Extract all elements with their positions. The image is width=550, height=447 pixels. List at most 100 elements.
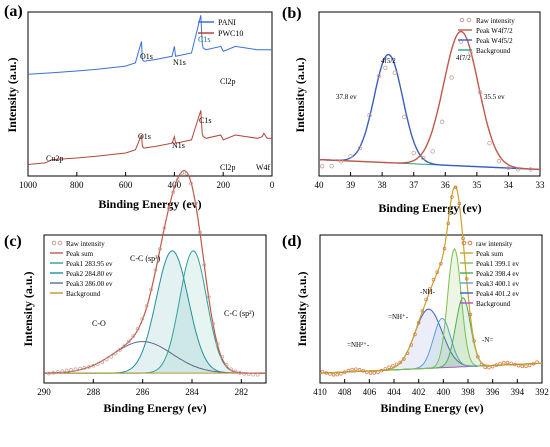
raw-intensity-point — [461, 236, 465, 241]
raw-intensity-point — [127, 339, 131, 344]
raw-intensity-point — [465, 276, 469, 281]
panel-d-plot: 410 408 406 404 402 400 398 396 394 392 — [313, 185, 549, 397]
annotation-d-nh: -NH- — [420, 288, 435, 296]
raw-intensity-point — [166, 206, 171, 211]
annotation-a-n1s-top: N1s — [173, 58, 186, 67]
raw-intensity-point — [162, 226, 167, 230]
raw-intensity-point — [391, 363, 395, 368]
raw-intensity-point — [233, 369, 238, 374]
panel-c-xlabel: Binding Energy (ev) — [103, 401, 206, 415]
panel-b-xlabel: Binding Energy (ev) — [378, 201, 481, 215]
x-tick-label: 288 — [87, 387, 101, 397]
raw-intensity-point — [346, 368, 351, 373]
panel-a-ylabel: Intensity (a.u.) — [5, 57, 19, 132]
raw-intensity-point — [215, 342, 220, 346]
legend-label-peak2-c: Peak2 284.80 ev — [66, 270, 113, 278]
raw-intensity-point — [122, 344, 127, 348]
raw-intensity-point — [342, 370, 347, 374]
x-tick-label: 37 — [409, 180, 419, 190]
raw-intensity-point — [149, 287, 153, 292]
raw-intensity-point — [376, 73, 382, 79]
raw-intensity-point — [506, 165, 511, 170]
raw-intensity-point — [405, 351, 410, 356]
raw-intensity-point — [78, 366, 82, 371]
raw-intensity-point — [398, 360, 402, 365]
panel-d-ylabel: Intensity (a.u.) — [295, 271, 309, 346]
legend-swatch-raw-d — [461, 240, 467, 246]
legend-label-w4f52: Peak W4f5/2 — [476, 37, 513, 45]
raw-intensity-point — [335, 372, 340, 377]
panel-b-tag: (b) — [282, 5, 302, 22]
raw-intensity-point — [144, 304, 149, 308]
raw-intensity-point — [379, 368, 384, 373]
raw-intensity-point — [535, 360, 539, 364]
raw-intensity-point — [516, 363, 521, 368]
raw-intensity-point — [376, 370, 380, 374]
raw-intensity-point — [409, 343, 414, 347]
raw-intensity-point — [496, 159, 502, 164]
x-tick-label: 39 — [346, 180, 356, 190]
raw-intensity-point — [367, 113, 372, 118]
raw-intensity-point — [479, 362, 484, 367]
x-tick-label: 404 — [387, 387, 401, 397]
raw-intensity-point — [372, 371, 377, 375]
x-tick-label: 0 — [270, 180, 275, 190]
raw-intensity-point — [520, 364, 525, 369]
legend-label-raw-b: Raw intensity — [476, 17, 515, 25]
raw-intensity-point — [171, 190, 176, 195]
x-tick-label: 800 — [70, 180, 84, 190]
legend-label-peak1-d: Peak1 399.1 ev — [476, 260, 519, 268]
raw-intensity-point — [439, 119, 445, 125]
x-tick-label: 396 — [486, 387, 500, 397]
raw-intensity-point — [361, 369, 365, 373]
x-tick-label: 392 — [535, 387, 549, 397]
annotation-a-cl2p-bottom: Cl2p — [220, 163, 236, 172]
raw-intensity-point — [339, 371, 343, 376]
legend-label-pani: PANI — [218, 18, 236, 27]
legend-label-peak2-d: Peak2 398.4 ev — [476, 270, 519, 278]
x-tick-label: 282 — [235, 387, 249, 397]
raw-intensity-point — [524, 364, 528, 368]
raw-intensity-point — [319, 163, 325, 169]
legend-label-bg-d: Background — [476, 300, 511, 308]
raw-intensity-point — [193, 201, 198, 206]
raw-intensity-point — [64, 368, 69, 373]
legend-label-peak3-c: Peak3 286.00 ev — [66, 280, 113, 288]
legend-swatch-raw-c2 — [57, 240, 63, 246]
x-tick-label: 200 — [216, 180, 230, 190]
raw-intensity-point — [109, 354, 113, 359]
raw-intensity-point — [449, 75, 454, 80]
annotation-a-o1s-bottom: O1s — [138, 132, 151, 141]
raw-intensity-point — [51, 370, 56, 375]
x-tick-label: 402 — [412, 387, 426, 397]
raw-intensity-point — [490, 364, 495, 369]
x-tick-label: 35 — [472, 180, 482, 190]
panel-c-ylabel: Intensity (a.u.) — [21, 271, 35, 346]
raw-intensity-point — [331, 373, 336, 377]
annotation-a-c1s-top: C1s — [198, 35, 210, 44]
raw-intensity-point — [487, 140, 492, 146]
annotation-b-4f52: 4f5/2 — [381, 57, 396, 65]
raw-intensity-point — [220, 355, 224, 359]
raw-intensity-point — [505, 360, 510, 365]
x-tick-label: 1000 — [19, 180, 38, 190]
panel-a-plot: 1000 800 600 400 200 0 — [19, 15, 275, 190]
panel-b-legend: Raw intensity Peak W4f7/2 Peak W4f5/2 Ba… — [458, 17, 515, 55]
raw-intensity-point — [420, 309, 425, 313]
series-w4f52-curve — [318, 53, 540, 171]
raw-intensity-point — [184, 171, 189, 176]
raw-intensity-point — [47, 371, 51, 376]
raw-intensity-point — [446, 221, 451, 226]
raw-intensity-point — [338, 159, 344, 164]
annotation-d-nh2-plus: =NH²⁺- — [347, 341, 370, 349]
x-tick-label: 33 — [536, 180, 546, 190]
x-tick-label: 398 — [461, 387, 475, 397]
raw-intensity-point — [202, 263, 207, 267]
raw-intensity-point — [428, 287, 432, 291]
raw-intensity-point — [424, 297, 428, 302]
x-tick-label: 290 — [37, 387, 51, 397]
raw-intensity-point — [229, 367, 233, 372]
raw-intensity-point — [457, 201, 462, 206]
raw-intensity-point — [531, 361, 536, 366]
